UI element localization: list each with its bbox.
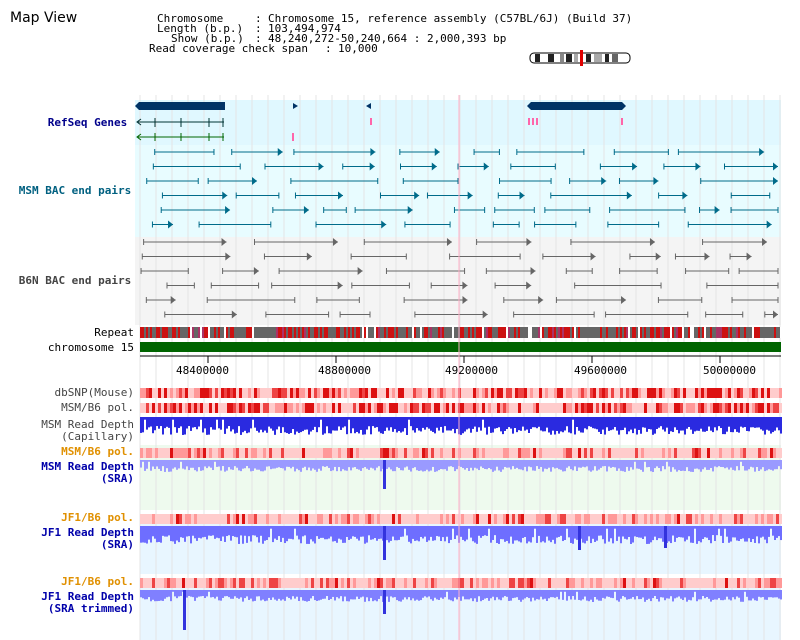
b6n-bac-track-bg bbox=[135, 237, 781, 325]
axis-tick-label: 49600000 bbox=[574, 364, 627, 377]
track-label-msm-depth-capillary[interactable]: MSM Read Depth bbox=[41, 418, 134, 431]
msm-sra-depth-bars[interactable] bbox=[140, 460, 782, 489]
track-label-msm-depth-capillary-sub: (Capillary) bbox=[61, 430, 134, 443]
track-label-jf1-depth-trimmed-sub: (SRA trimmed) bbox=[47, 602, 134, 615]
position-axis bbox=[140, 355, 781, 363]
b6n-bac-pairs[interactable] bbox=[140, 238, 779, 319]
vertical-grid bbox=[139, 95, 781, 640]
track-label-msm-bac[interactable]: MSM BAC end pairs bbox=[18, 184, 132, 197]
msm-bac-track-bg bbox=[135, 145, 781, 237]
dbsnp-heat-strip[interactable] bbox=[140, 388, 782, 398]
jf1-b6-pol-strip[interactable] bbox=[140, 514, 782, 524]
page-title: Map View bbox=[10, 10, 78, 26]
coverage-value: 10,000 bbox=[338, 42, 378, 55]
track-label-msm-depth-sra-sub: (SRA) bbox=[100, 472, 134, 485]
chromosome-ideogram[interactable] bbox=[529, 50, 631, 66]
track-label-msm-depth-sra[interactable]: MSM Read Depth bbox=[41, 460, 134, 473]
axis-tick-label: 48400000 bbox=[176, 364, 229, 377]
chromosome-bar[interactable] bbox=[140, 342, 781, 352]
refseq-track-bg bbox=[135, 100, 781, 145]
show-value: 48,240,272-50,240,664 : 2,000,393 bp bbox=[268, 32, 507, 45]
track-label-jf1-b6-pol[interactable]: JF1/B6 pol. bbox=[61, 511, 134, 524]
msm-b6-pol-strip-2[interactable] bbox=[140, 448, 782, 458]
msm-bac-pairs[interactable] bbox=[146, 148, 779, 229]
track-label-dbsnp[interactable]: dbSNP(Mouse) bbox=[54, 386, 134, 399]
jf1-sra-depth-bars[interactable] bbox=[140, 526, 782, 560]
track-label-msm-b6-pol[interactable]: MSM/B6 pol. bbox=[61, 401, 134, 414]
track-label-b6n-bac[interactable]: B6N BAC end pairs bbox=[18, 274, 132, 287]
axis-tick-label: 50000000 bbox=[703, 364, 756, 377]
chromosome-label: Chromosome bbox=[157, 12, 224, 25]
track-label-chromosome: chromosome 15 bbox=[47, 341, 134, 354]
show-label: Show (b.p.) bbox=[171, 32, 244, 45]
track-label-repeat[interactable]: Repeat bbox=[94, 326, 134, 339]
track-label-refseq[interactable]: RefSeq Genes bbox=[47, 116, 128, 129]
length-value: 103,494,974 bbox=[268, 22, 341, 35]
coverage-label: Read coverage check span bbox=[149, 42, 308, 55]
track-label-jf1-depth-trimmed[interactable]: JF1 Read Depth bbox=[41, 590, 134, 603]
track-label-jf1-b6-pol-2[interactable]: JF1/B6 pol. bbox=[61, 575, 134, 588]
msm-capillary-depth-bars[interactable] bbox=[140, 417, 782, 435]
axis-tick-label: 48800000 bbox=[318, 364, 371, 377]
track-label-jf1-depth-sra[interactable]: JF1 Read Depth bbox=[41, 526, 134, 539]
track-label-jf1-depth-sra-sub: (SRA) bbox=[100, 538, 134, 551]
track-label-msm-b6-pol-2[interactable]: MSM/B6 pol. bbox=[61, 445, 134, 458]
jf1-b6-pol-strip-2[interactable] bbox=[140, 578, 782, 588]
axis-tick-label: 49200000 bbox=[445, 364, 498, 377]
refseq-genes[interactable] bbox=[135, 102, 626, 141]
length-label: Length (b.p.) bbox=[157, 22, 244, 35]
repeat-track[interactable] bbox=[140, 327, 782, 338]
msm-b6-pol-strip[interactable] bbox=[140, 403, 782, 413]
chromosome-value: Chromosome 15, reference assembly (C57BL… bbox=[268, 12, 633, 25]
jf1-trimmed-depth-bars[interactable] bbox=[140, 590, 782, 630]
